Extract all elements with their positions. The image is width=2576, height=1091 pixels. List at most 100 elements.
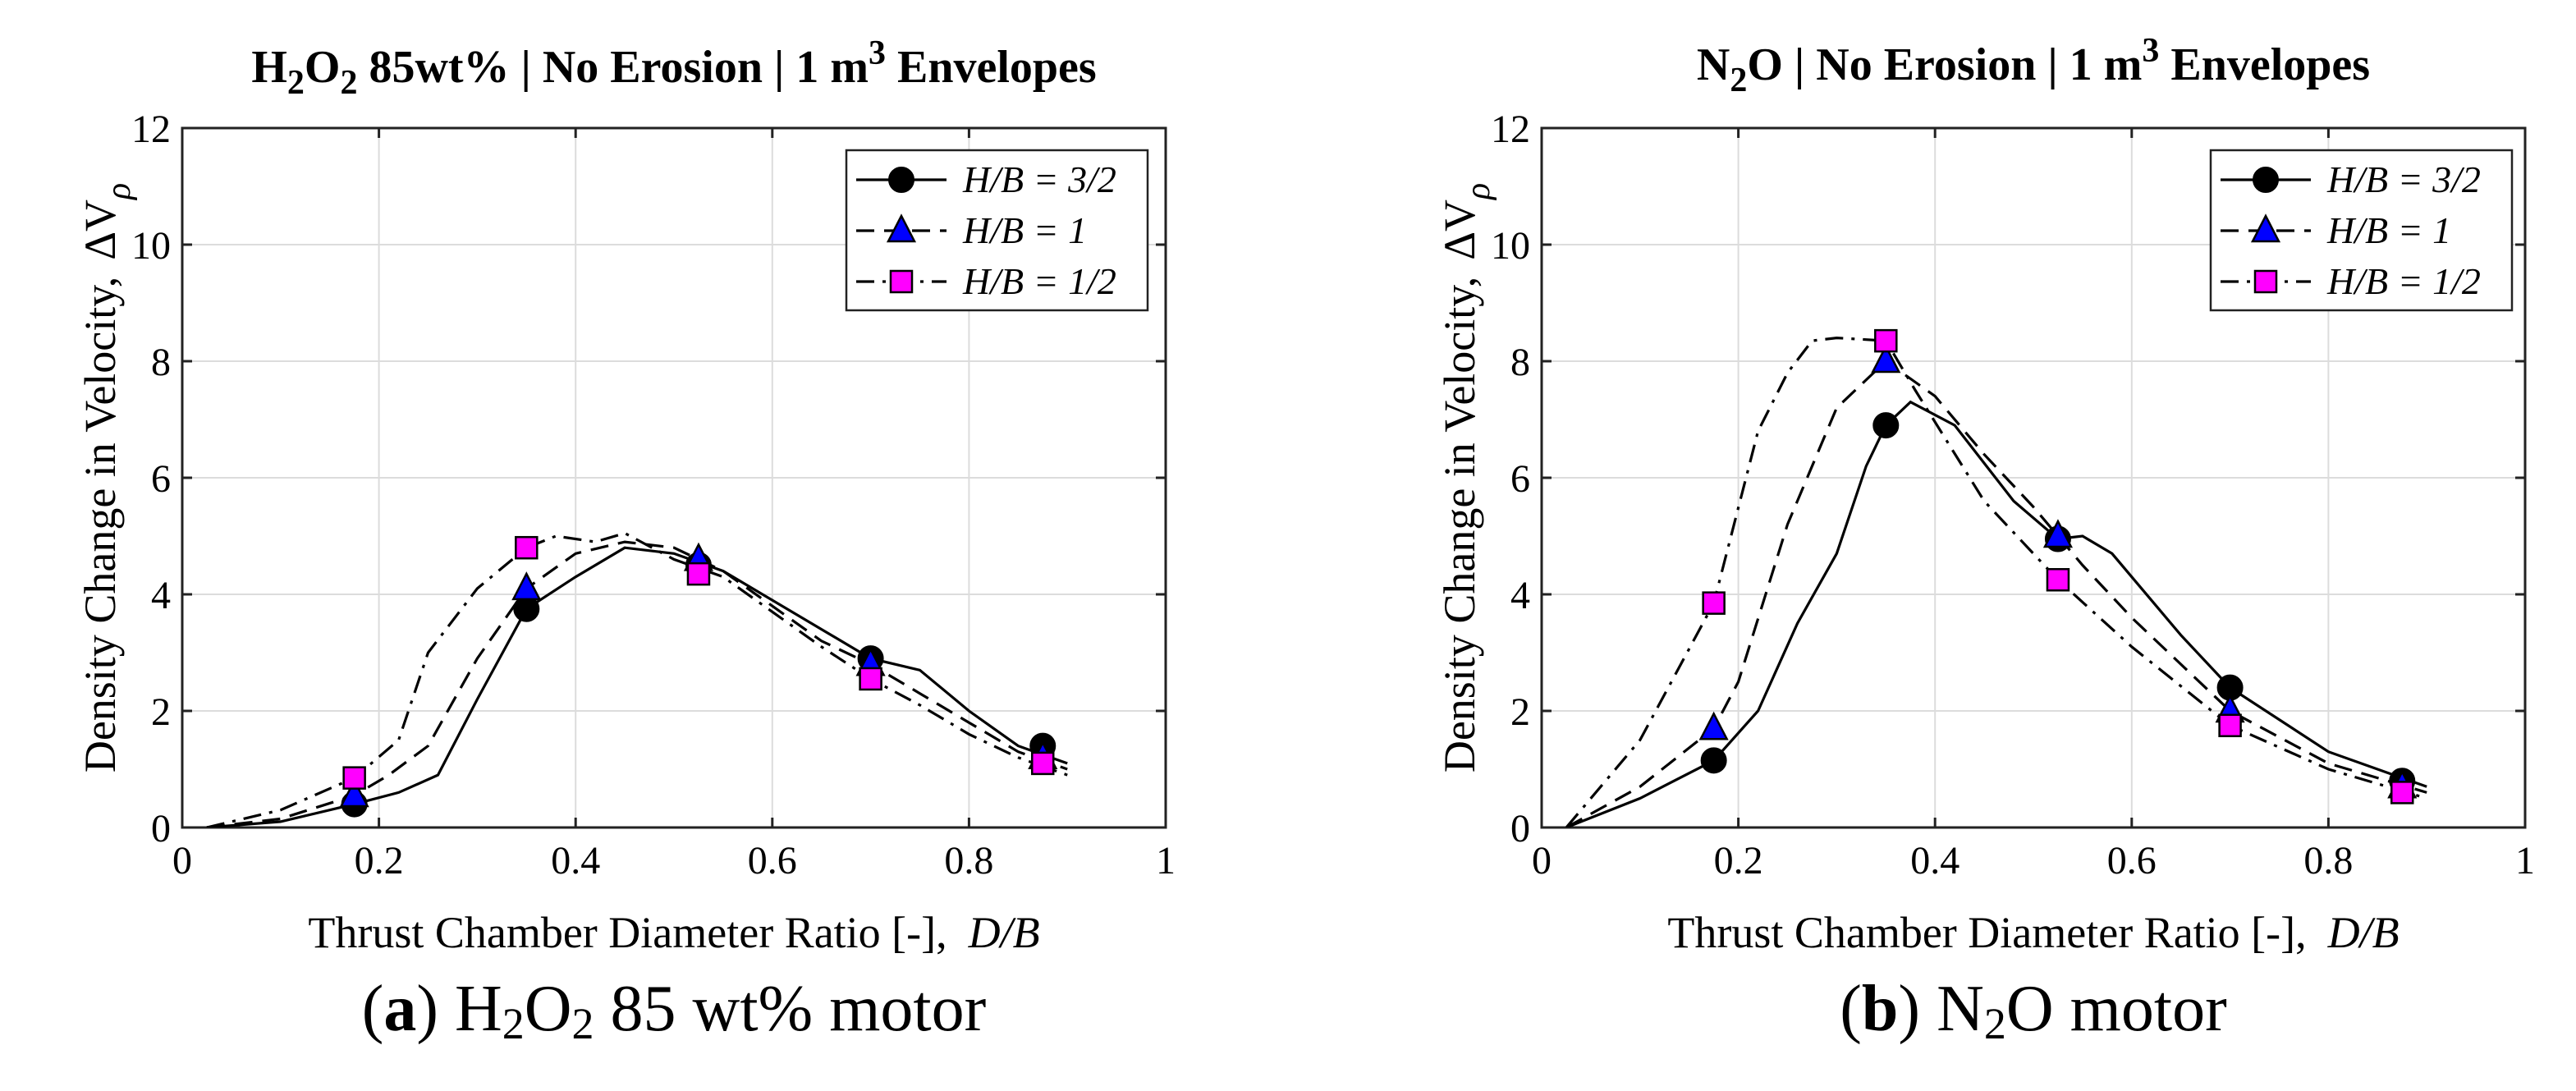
caption-part: O <box>525 973 572 1045</box>
y-axis-label-symbol: ΔV <box>1435 199 1484 260</box>
legend-label: H/B = 3/2 <box>962 158 1116 200</box>
data-point <box>1871 344 1901 374</box>
y-tick-label: 2 <box>151 690 171 734</box>
x-axis-label-text: Thrust Chamber Diameter Ratio [-], <box>308 908 947 957</box>
caption-part: ( <box>362 973 384 1045</box>
caption-part: ( <box>1840 973 1862 1045</box>
x-tick-label: 0.6 <box>2107 839 2157 882</box>
legend-label: H/B = 1/2 <box>962 260 1116 302</box>
y-axis-label-subscript: ρ <box>1460 183 1497 201</box>
series-line <box>1565 359 2427 827</box>
y-axis-label: Density Change in Velocity, ΔVρ <box>1435 183 1497 772</box>
legend: H/B = 3/2 H/B = 1 H/B = 1/2 <box>2209 149 2514 312</box>
legend-label: H/B = 3/2 <box>2326 158 2481 200</box>
caption-part: a <box>383 973 416 1045</box>
legend-marker <box>2250 213 2281 243</box>
y-tick-label: 4 <box>1510 574 1530 617</box>
x-axis-label-variable: D/B <box>968 908 1040 957</box>
legend-label: H/B = 1/2 <box>2326 260 2481 302</box>
legend-label: H/B = 1 <box>2326 209 2451 251</box>
y-tick-label: 0 <box>151 807 171 850</box>
title-part: Envelopes <box>886 42 1097 93</box>
data-point <box>511 571 542 601</box>
y-tick-label: 12 <box>1491 108 1530 151</box>
x-axis-label: Thrust Chamber Diameter Ratio [-], D/B <box>308 908 1039 957</box>
data-point <box>515 535 539 560</box>
y-axis-label-subscript: ρ <box>100 183 138 201</box>
x-tick-label: 0 <box>1532 839 1552 882</box>
caption-part: H <box>438 973 502 1045</box>
x-tick-label: 0.4 <box>1910 839 1960 882</box>
data-point <box>859 667 882 691</box>
caption-part: 2 <box>572 999 594 1048</box>
title-part: Envelopes <box>2159 39 2370 90</box>
x-tick-label: 0.2 <box>1714 839 1763 882</box>
y-tick-label: 10 <box>1491 224 1530 268</box>
x-axis-label: Thrust Chamber Diameter Ratio [-], D/B <box>1667 908 2399 957</box>
y-axis-label-symbol: ΔV <box>76 199 125 260</box>
x-tick-label: 0 <box>172 839 192 882</box>
title-part: 3 <box>869 34 886 72</box>
data-point <box>513 595 540 622</box>
title-part: O | No Erosion | 1 m <box>1747 39 2142 90</box>
caption-part: O motor <box>2006 973 2227 1045</box>
y-tick-label: 4 <box>151 574 171 617</box>
x-tick-label: 0.2 <box>355 839 404 882</box>
caption-part: 2 <box>502 999 525 1048</box>
caption-part: ) <box>1898 973 1920 1045</box>
caption-part: b <box>1862 973 1899 1045</box>
caption-part: 2 <box>1984 999 2006 1048</box>
series-line <box>1565 400 2427 827</box>
data-point <box>2046 568 2070 592</box>
series-2 <box>206 531 1068 827</box>
legend-marker <box>886 213 917 243</box>
panel-caption: (a) H2O2 85 wt% motor <box>362 973 987 1048</box>
x-tick-label: 1 <box>2515 839 2535 882</box>
legend-marker <box>889 269 914 294</box>
title-part: 85wt% | No Erosion | 1 m <box>357 42 869 93</box>
y-tick-label: 0 <box>1510 807 1530 850</box>
series-line <box>206 546 1068 827</box>
x-axis-label-text: Thrust Chamber Diameter Ratio [-], <box>1667 908 2306 957</box>
y-tick-label: 12 <box>131 108 171 151</box>
caption-part: N <box>1920 973 1984 1045</box>
y-axis-label: Density Change in Velocity, ΔVρ <box>76 183 138 772</box>
series-2 <box>1565 328 2427 827</box>
chart-title: N2O | No Erosion | 1 m3 Envelopes <box>1697 32 2370 99</box>
data-point <box>1702 591 1726 615</box>
data-point <box>1700 747 1727 774</box>
data-point <box>2042 519 2074 548</box>
x-tick-label: 0.8 <box>944 839 993 882</box>
data-point <box>339 778 369 808</box>
x-axis-label-variable: D/B <box>2327 908 2400 957</box>
y-tick-label: 8 <box>1510 341 1530 384</box>
legend-marker <box>888 167 914 193</box>
data-point <box>686 562 711 586</box>
data-point <box>2218 713 2242 737</box>
x-tick-label: 1 <box>1156 839 1176 882</box>
title-part: N <box>1697 39 1730 90</box>
title-part: 2 <box>1730 62 1747 99</box>
title-part: O <box>305 42 341 93</box>
title-part: 2 <box>287 64 305 102</box>
x-tick-label: 0.4 <box>551 839 600 882</box>
legend-marker <box>2253 167 2279 193</box>
title-part: 2 <box>340 64 357 102</box>
data-point <box>1874 328 1898 353</box>
y-tick-label: 2 <box>1510 690 1530 734</box>
data-point <box>1031 751 1055 776</box>
data-point <box>2390 781 2414 804</box>
caption-part: ) <box>416 973 438 1045</box>
legend: H/B = 3/2 H/B = 1 H/B = 1/2 <box>845 149 1149 312</box>
legend-label: H/B = 1 <box>962 209 1087 251</box>
caption-part: 85 wt% motor <box>594 973 987 1045</box>
y-tick-label: 6 <box>1510 457 1530 501</box>
series-line <box>1565 336 2427 827</box>
data-point <box>1698 711 1729 740</box>
panel-caption: (b) N2O motor <box>1840 973 2226 1048</box>
title-part: 3 <box>2142 32 2159 70</box>
